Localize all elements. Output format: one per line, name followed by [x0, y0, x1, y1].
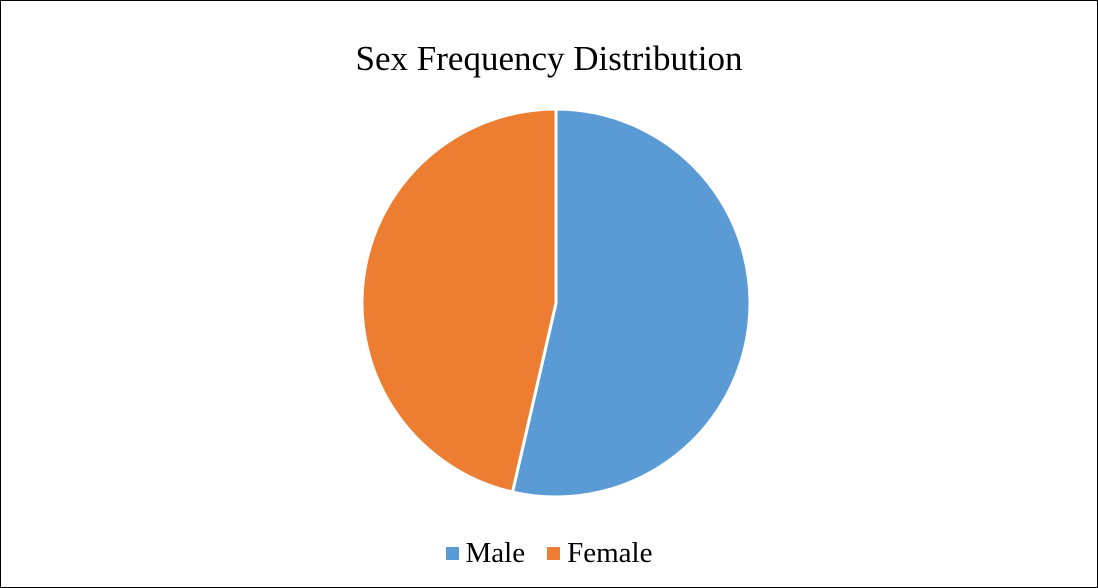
pie-slice-male	[510, 107, 752, 499]
legend-item-male: Male	[445, 535, 526, 571]
chart-title: Sex Frequency Distribution	[355, 39, 743, 78]
pie-slice-female	[360, 107, 558, 494]
chart-legend: Male Female	[1, 535, 1097, 571]
legend-swatch-male	[445, 546, 459, 560]
legend-item-female: Female	[547, 535, 652, 571]
legend-label-female: Female	[567, 537, 653, 569]
legend-swatch-female	[547, 546, 561, 560]
legend-label-male: Male	[465, 537, 526, 569]
